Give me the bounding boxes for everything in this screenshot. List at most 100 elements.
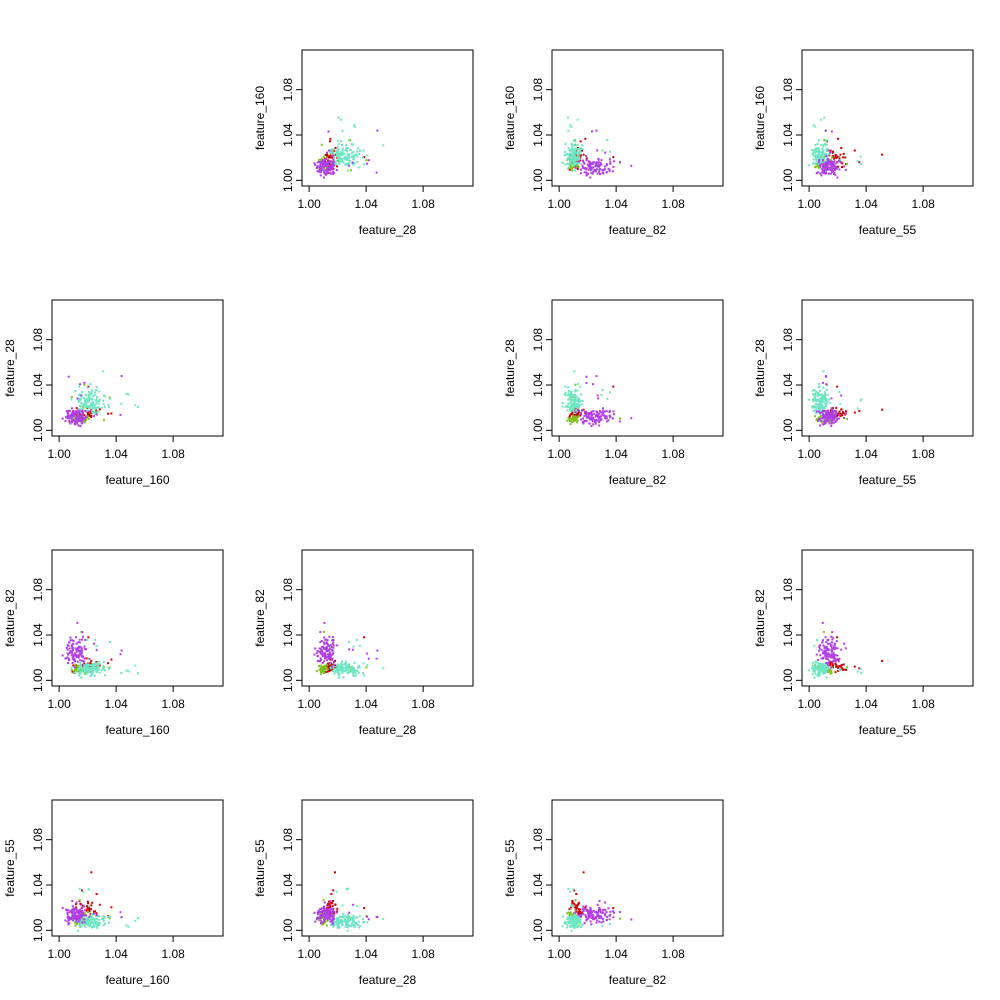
data-point: [826, 663, 829, 666]
data-point: [611, 170, 614, 173]
data-point: [592, 914, 595, 917]
data-point: [592, 410, 595, 413]
data-point: [817, 152, 820, 155]
data-point: [833, 172, 836, 174]
data-point: [341, 904, 344, 907]
data-point: [337, 670, 340, 673]
data-point: [326, 915, 329, 917]
data-point: [578, 406, 580, 409]
data-point: [78, 671, 81, 674]
data-point: [75, 906, 78, 909]
data-point: [569, 922, 572, 924]
data-point: [814, 395, 817, 398]
data-point: [93, 394, 96, 397]
data-point: [596, 903, 599, 906]
data-point: [576, 389, 579, 392]
data-point: [323, 171, 326, 174]
data-point: [619, 917, 621, 920]
data-point: [322, 630, 325, 633]
data-point: [87, 417, 90, 420]
data-point: [581, 403, 584, 406]
data-point: [824, 414, 827, 417]
data-point: [376, 649, 379, 652]
data-point: [829, 415, 832, 418]
data-point: [72, 909, 75, 912]
data-point: [841, 414, 844, 417]
data-point: [102, 370, 105, 373]
data-point: [825, 155, 828, 158]
data-point: [80, 414, 83, 417]
data-point: [353, 669, 356, 672]
data-point: [120, 375, 123, 378]
data-point: [328, 160, 331, 163]
data-point: [825, 397, 828, 400]
data-point: [88, 665, 91, 668]
data-point: [817, 149, 820, 152]
data-point: [100, 406, 103, 409]
data-point: [841, 667, 844, 670]
data-point: [329, 154, 332, 157]
data-point: [576, 416, 579, 419]
data-point: [820, 414, 823, 417]
data-point: [815, 412, 818, 415]
data-point: [572, 920, 575, 923]
x-tick-label: 1.08: [161, 447, 185, 461]
data-point: [68, 417, 70, 420]
data-point: [65, 416, 68, 419]
data-point: [603, 908, 606, 911]
data-point: [323, 672, 326, 674]
data-point: [821, 410, 824, 413]
data-point: [571, 421, 574, 423]
data-point: [838, 391, 841, 393]
data-point: [835, 406, 838, 409]
data-point: [837, 417, 840, 420]
data-point: [74, 422, 77, 425]
data-point: [336, 907, 339, 910]
data-point: [344, 914, 347, 917]
data-point: [571, 394, 574, 397]
data-point: [574, 147, 577, 150]
data-point: [604, 165, 607, 168]
data-point: [564, 394, 566, 397]
data-point: [814, 403, 817, 406]
data-point: [137, 672, 139, 675]
data-point: [581, 910, 584, 913]
data-point: [333, 912, 336, 915]
data-point: [858, 161, 861, 164]
data-point: [67, 413, 70, 415]
data-point: [82, 412, 85, 415]
data-point: [822, 401, 825, 404]
data-point: [330, 919, 333, 922]
data-point: [80, 925, 83, 928]
data-point: [567, 920, 570, 923]
data-point: [609, 150, 611, 153]
data-point: [107, 662, 110, 665]
data-point: [96, 412, 98, 415]
data-point: [331, 923, 334, 926]
data-point: [336, 926, 339, 929]
data-point: [587, 168, 590, 171]
data-point: [80, 422, 83, 425]
data-point: [77, 398, 79, 401]
data-point: [330, 915, 333, 918]
data-point: [356, 669, 359, 672]
data-point: [65, 646, 68, 649]
data-point: [332, 153, 335, 156]
data-point: [338, 155, 341, 158]
data-point: [856, 160, 859, 163]
data-point: [630, 417, 633, 420]
data-point: [77, 915, 80, 918]
data-point: [577, 415, 580, 418]
data-point: [569, 423, 572, 426]
data-point: [825, 150, 828, 152]
data-point: [618, 160, 621, 163]
data-point: [824, 161, 827, 164]
data-point: [68, 659, 71, 662]
data-point: [567, 911, 570, 914]
scatter-panel: 1.00 1.04 1.081.001.041.08feature_55featur…: [753, 299, 974, 487]
data-point: [569, 890, 572, 893]
data-point: [830, 646, 833, 649]
data-point: [382, 667, 385, 670]
data-point: [344, 158, 347, 161]
data-point: [69, 414, 72, 417]
